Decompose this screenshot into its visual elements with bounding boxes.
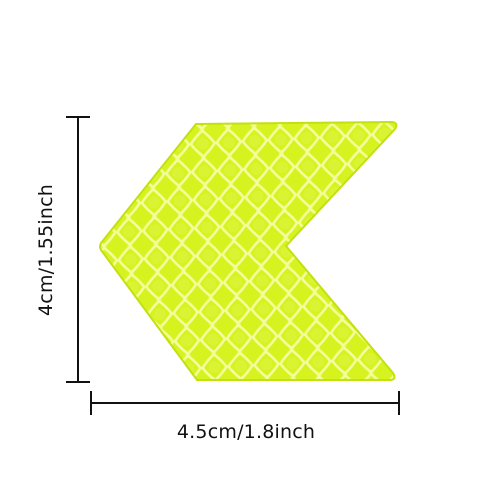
width-label: 4.5cm/1.8inch	[176, 421, 316, 443]
chevron-reflective-sticker	[99, 120, 398, 381]
height-label: 4cm/1.55inch	[35, 184, 57, 316]
height-dimension-line	[66, 116, 90, 383]
width-dimension-line	[90, 391, 400, 415]
